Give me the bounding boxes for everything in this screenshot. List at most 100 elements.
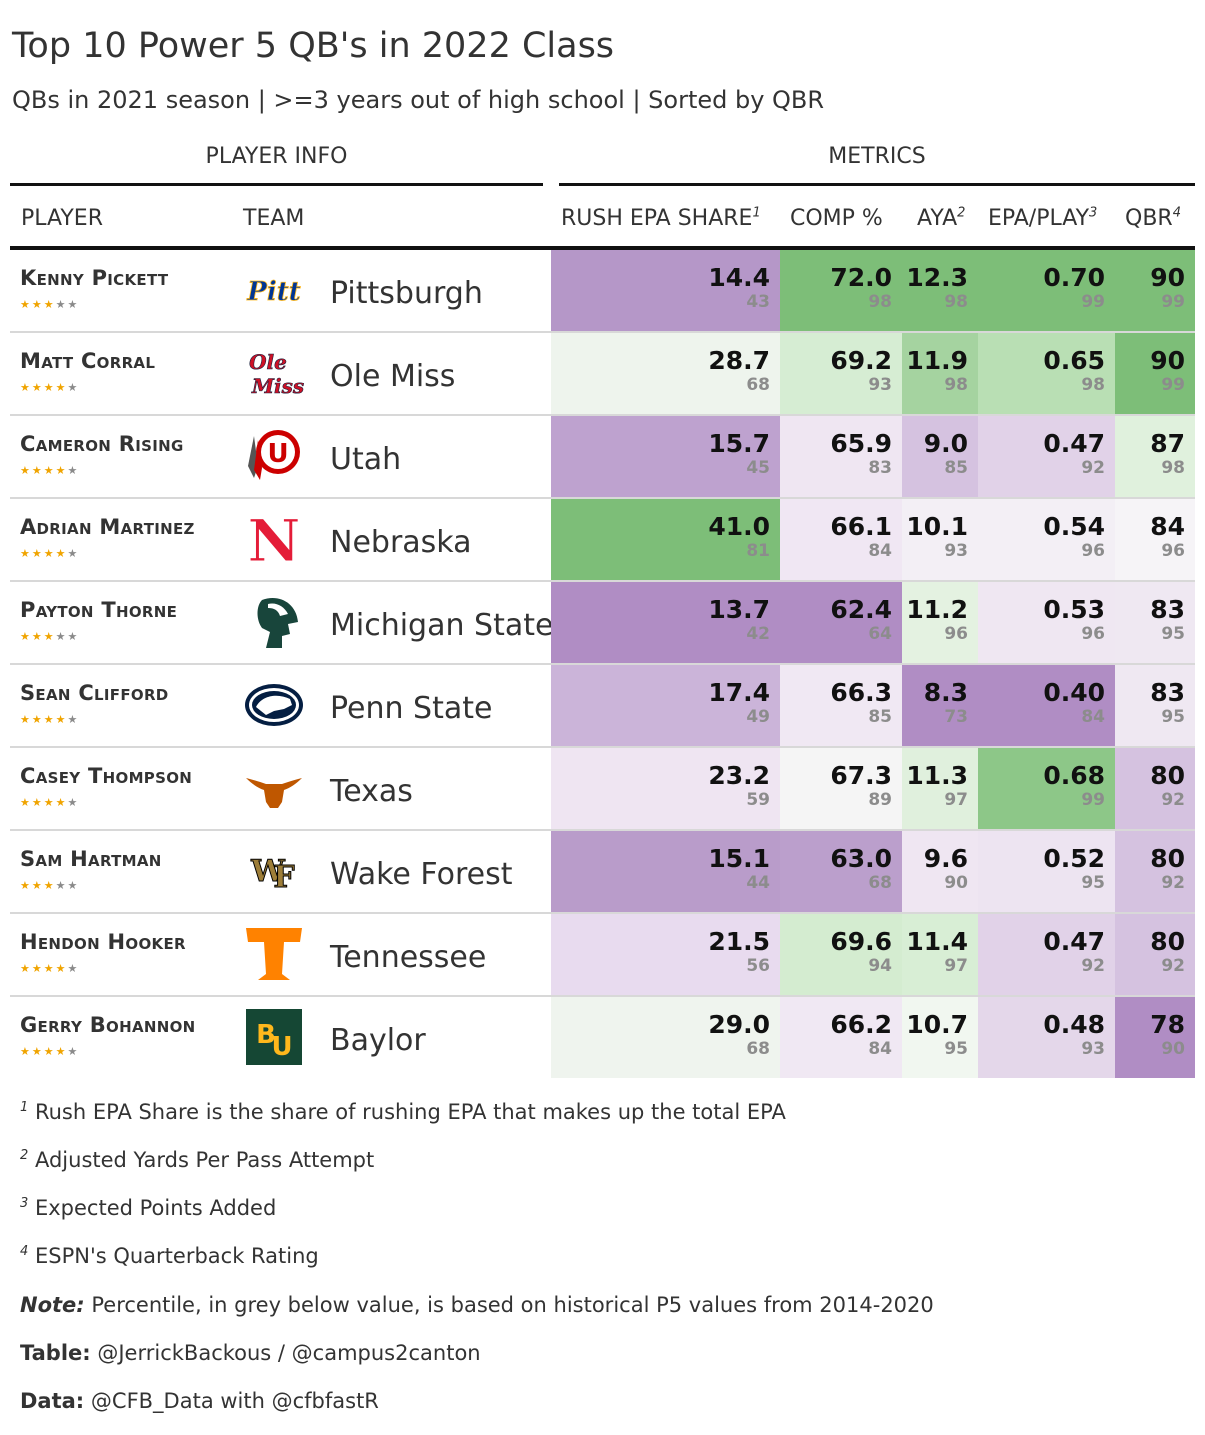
star-icon: ★	[55, 879, 68, 892]
star-icon: ★	[20, 464, 32, 477]
epa-play-percentile: 99	[1081, 790, 1105, 810]
cell-aya: 12.3 98	[902, 250, 978, 331]
star-icon: ★	[67, 381, 80, 394]
cell-rush-epa-share: 13.7 42	[551, 582, 780, 663]
cell-qbr: 87 98	[1115, 416, 1195, 497]
star-icon: ★	[43, 630, 56, 643]
cell-rush-epa-share: 17.4 49	[551, 665, 780, 746]
team-name: Baylor	[330, 1023, 426, 1058]
comp-pct-percentile: 94	[868, 956, 892, 976]
svg-text:U: U	[271, 1032, 292, 1062]
cell-aya: 9.0 85	[902, 416, 978, 497]
star-icon: ★	[20, 796, 32, 809]
cell-comp-pct: 62.4 64	[780, 582, 902, 663]
aya-percentile: 85	[944, 458, 968, 478]
page-subtitle: QBs in 2021 season | >=3 years out of hi…	[12, 86, 825, 114]
star-icon: ★	[31, 713, 44, 726]
team-name: Utah	[330, 442, 402, 477]
cell-qbr: 83 95	[1115, 665, 1195, 746]
player-name: Sam Hartman	[20, 847, 162, 871]
star-icon: ★	[67, 796, 80, 809]
qbr-percentile: 92	[1161, 790, 1185, 810]
cell-aya: 8.3 73	[902, 665, 978, 746]
comp-pct-percentile: 84	[868, 1039, 892, 1059]
star-rating: ★★★★★	[20, 630, 79, 643]
cell-rush-epa-share: 29.0 68	[551, 997, 780, 1078]
star-icon: ★	[20, 298, 32, 311]
star-icon: ★	[67, 879, 80, 892]
rush-epa-share-percentile: 49	[746, 707, 770, 727]
star-icon: ★	[43, 298, 56, 311]
table-row: Hendon Hooker ★★★★★ Tennessee 21.5 56 69.6 94 1…	[10, 914, 1195, 997]
cell-epa-play: 0.47 92	[978, 914, 1115, 995]
epa-play-value: 0.68	[1043, 761, 1105, 790]
table-row: Sean Clifford ★★★★★ Penn State 17.4 49 66.3 85…	[10, 665, 1195, 748]
team-name: Michigan State	[330, 608, 554, 643]
svg-text:Ole: Ole	[249, 350, 287, 374]
rush-epa-share-percentile: 43	[746, 292, 770, 312]
epa-play-value: 0.40	[1043, 678, 1105, 707]
rush-epa-share-percentile: 45	[746, 458, 770, 478]
star-icon: ★	[67, 713, 80, 726]
col-aya: AYA2	[917, 205, 966, 231]
qbr-value: 83	[1150, 678, 1185, 707]
cell-aya: 11.4 97	[902, 914, 978, 995]
star-icon: ★	[55, 962, 68, 975]
cell-rush-epa-share: 23.2 59	[551, 748, 780, 829]
comp-pct-percentile: 85	[868, 707, 892, 727]
player-name: Sean Clifford	[20, 681, 169, 705]
cell-rush-epa-share: 14.4 43	[551, 250, 780, 331]
star-icon: ★	[67, 547, 80, 560]
star-icon: ★	[31, 298, 44, 311]
cell-qbr: 80 92	[1115, 748, 1195, 829]
star-icon: ★	[55, 1045, 68, 1058]
epa-play-value: 0.47	[1043, 429, 1105, 458]
star-icon: ★	[43, 381, 56, 394]
epa-play-percentile: 93	[1081, 1039, 1105, 1059]
col-epa-play: EPA/PLAY3	[988, 205, 1098, 231]
cell-comp-pct: 69.6 94	[780, 914, 902, 995]
star-icon: ★	[31, 796, 44, 809]
star-icon: ★	[20, 879, 32, 892]
svg-text:U: U	[267, 439, 288, 469]
qbr-percentile: 99	[1161, 375, 1185, 395]
svg-text:Miss: Miss	[251, 374, 304, 398]
cell-epa-play: 0.53 96	[978, 582, 1115, 663]
cell-aya: 11.3 97	[902, 748, 978, 829]
rush-epa-share-percentile: 81	[746, 541, 770, 561]
rush-epa-share-value: 21.5	[708, 927, 770, 956]
table-row: Gerry Bohannon ★★★★★ B U Baylor 29.0 68 66.2 84 1…	[10, 997, 1195, 1080]
epa-play-value: 0.65	[1043, 346, 1105, 375]
epa-play-percentile: 95	[1081, 873, 1105, 893]
aya-value: 11.9	[906, 346, 968, 375]
qbr-value: 80	[1150, 844, 1185, 873]
aya-value: 12.3	[906, 263, 968, 292]
ole-miss-logo: Ole Miss	[244, 343, 305, 403]
comp-pct-percentile: 68	[868, 873, 892, 893]
col-comp-pct: COMP %	[790, 206, 883, 231]
cell-qbr: 83 95	[1115, 582, 1195, 663]
star-icon: ★	[20, 962, 32, 975]
utah-logo: U	[244, 426, 304, 486]
cell-epa-play: 0.68 99	[978, 748, 1115, 829]
star-icon: ★	[31, 464, 44, 477]
team-name: Texas	[330, 774, 413, 809]
rush-epa-share-value: 23.2	[708, 761, 770, 790]
aya-percentile: 97	[944, 790, 968, 810]
table-row: Cameron Rising ★★★★★ U Utah 15.7 45 65.9 83 9.0 8…	[10, 416, 1195, 499]
player-name: Matt Corral	[20, 349, 156, 373]
qbr-percentile: 92	[1161, 873, 1185, 893]
comp-pct-value: 65.9	[830, 429, 892, 458]
aya-value: 10.1	[906, 512, 968, 541]
qbr-percentile: 90	[1161, 1039, 1185, 1059]
star-icon: ★	[31, 1045, 44, 1058]
rush-epa-share-value: 13.7	[708, 595, 770, 624]
svg-text:Pitt: Pitt	[246, 277, 300, 307]
rush-epa-share-percentile: 59	[746, 790, 770, 810]
cell-aya: 9.6 90	[902, 831, 978, 912]
comp-pct-value: 66.2	[830, 1010, 892, 1039]
cell-aya: 10.7 95	[902, 997, 978, 1078]
col-rush-epa-share: RUSH EPA SHARE1	[561, 205, 761, 231]
table-row: Matt Corral ★★★★★ Ole Miss Ole Miss 28.7 68 69.…	[10, 333, 1195, 416]
